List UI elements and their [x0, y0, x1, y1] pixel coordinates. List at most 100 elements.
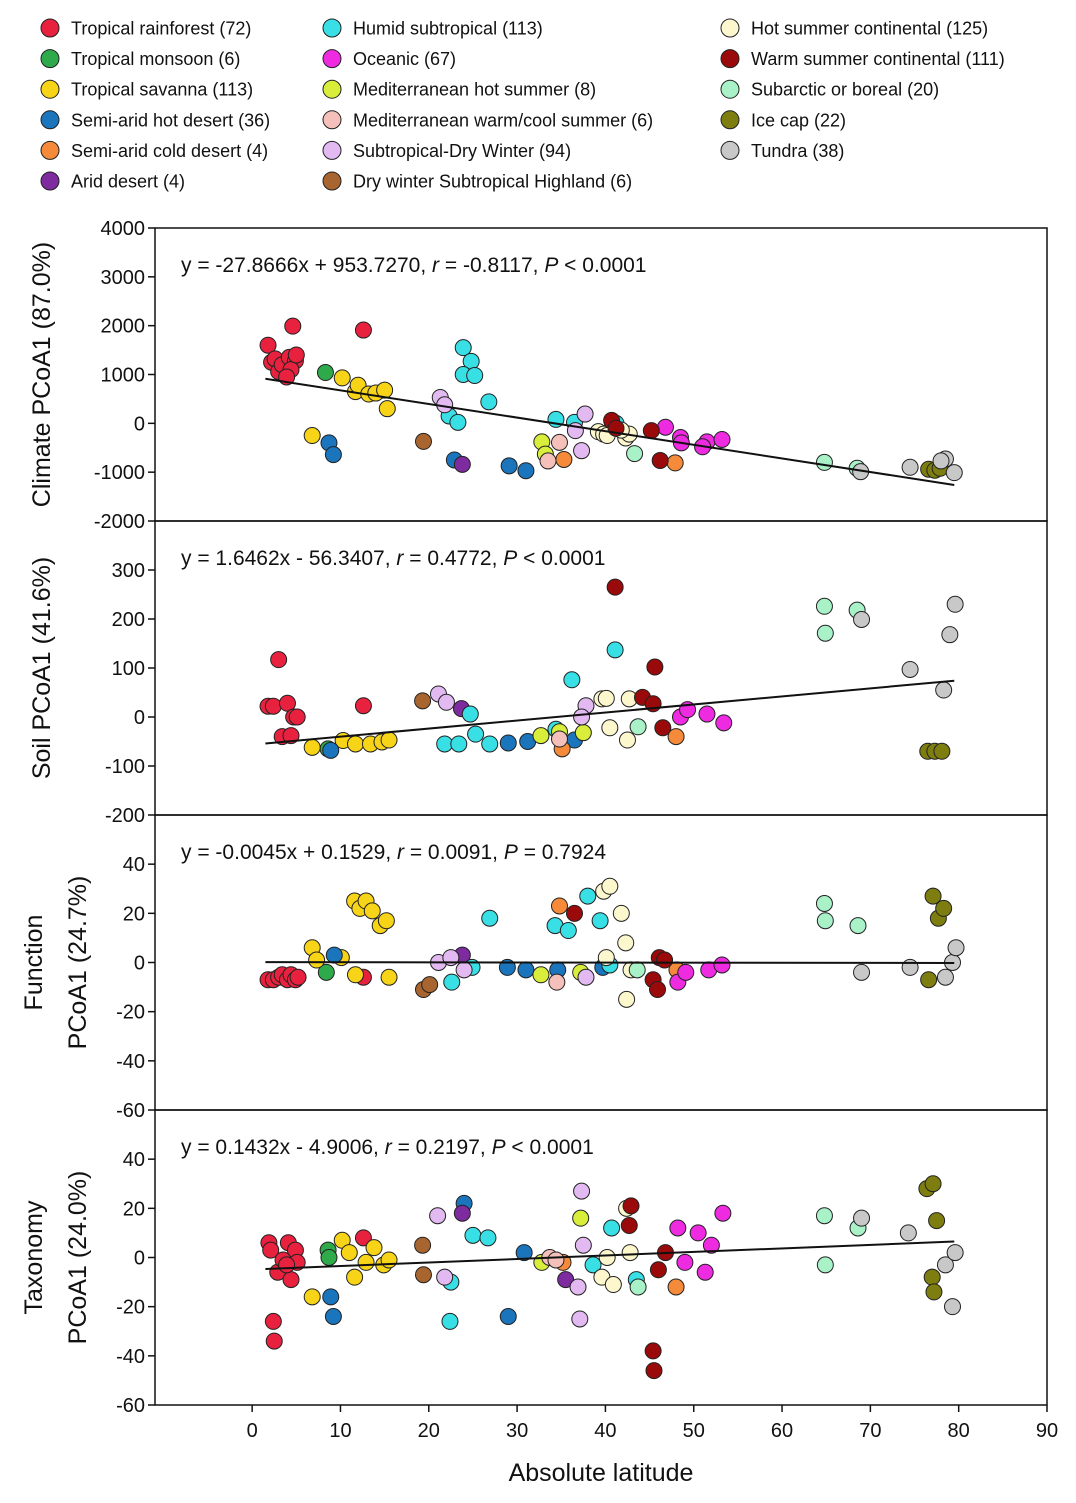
legend-item: Warm summer continental (111) [720, 49, 1005, 69]
y-tick-label: -2000 [94, 511, 145, 533]
x-axis-label: Absolute latitude [509, 1459, 694, 1487]
legend-label: Tropical savanna (113) [71, 80, 253, 100]
equation-part: = 0.4772, [403, 547, 503, 570]
legend-item: Tropical monsoon (6) [40, 49, 240, 69]
x-tick-label: 0 [247, 1420, 258, 1442]
legend-label: Tundra (38) [751, 141, 844, 161]
data-point [303, 427, 321, 445]
legend-item: Mediterranean hot summer (8) [322, 79, 596, 100]
data-point [946, 1244, 964, 1262]
x-tick-label: 60 [771, 1420, 793, 1442]
equation-part: = 0.0091, [404, 841, 504, 864]
equation-part: y = 1.6462x - 56.3407, [181, 547, 396, 570]
legend-label: Semi-arid hot desert (36) [71, 110, 270, 130]
data-point [573, 442, 591, 460]
data-point [932, 452, 950, 470]
data-point [563, 671, 581, 689]
data-point [713, 430, 731, 448]
data-point [644, 1342, 662, 1360]
data-point [479, 1229, 497, 1247]
legend-marker [40, 110, 60, 130]
equation-part: r [396, 547, 404, 570]
equation-part: r [385, 1136, 393, 1159]
y-tick-label: 40 [123, 1149, 145, 1171]
legend-marker [40, 171, 60, 191]
data-point [622, 1197, 640, 1215]
y-tick-label: -100 [105, 756, 145, 778]
data-point [656, 418, 674, 436]
legend-marker [322, 171, 342, 191]
y-tick-label: 4000 [101, 218, 146, 240]
data-point [441, 1312, 459, 1330]
data-point [380, 968, 398, 986]
data-point [443, 973, 461, 991]
data-point [467, 725, 485, 743]
y-tick-label: 0 [134, 1248, 145, 1270]
legend-label: Tropical rainforest (72) [71, 19, 251, 39]
data-point [282, 727, 300, 745]
data-point [947, 939, 965, 957]
legend-label: Mediterranean hot summer (8) [353, 80, 596, 100]
data-point [669, 1219, 687, 1237]
data-point [815, 453, 833, 471]
data-point [414, 1266, 432, 1284]
legend-item: Mediterranean warm/cool summer (6) [322, 110, 653, 130]
legend-label: Dry winter Subtropical Highland (6) [353, 172, 632, 192]
data-point [714, 1204, 732, 1222]
data-point [925, 1283, 943, 1301]
data-point [414, 1236, 432, 1254]
data-point [270, 651, 288, 669]
data-point [289, 968, 307, 986]
legend-label: Hot summer continental (125) [751, 19, 988, 39]
data-point [576, 405, 594, 423]
data-point [346, 966, 364, 984]
data-point [450, 735, 468, 753]
data-point [676, 1253, 694, 1271]
data-point [646, 658, 664, 676]
data-point [480, 393, 498, 411]
data-point [363, 902, 381, 920]
y-tick-label: 20 [123, 1198, 145, 1220]
data-point [287, 346, 305, 364]
y-tick-label: -20 [116, 1297, 145, 1319]
data-point [354, 321, 372, 339]
data-point [464, 1226, 482, 1244]
data-point [715, 714, 733, 732]
y-tick-label: -1000 [94, 462, 145, 484]
data-point [621, 1244, 639, 1262]
data-point [853, 1209, 871, 1227]
legend-item: Ice cap (22) [720, 110, 846, 130]
data-point [264, 697, 282, 715]
legend-item: Dry winter Subtropical Highland (6) [322, 171, 632, 192]
data-point [626, 445, 644, 463]
regression-equation: y = 1.6462x - 56.3407, r = 0.4772, P < 0… [181, 547, 605, 570]
legend-item: Hot summer continental (125) [720, 18, 988, 39]
panel-1: -2000 -1000 0 1000 2000 3000 4000 Climate PCoA1… [28, 218, 1048, 533]
x-tick-label: 30 [506, 1420, 528, 1442]
x-tick-label: 20 [418, 1420, 440, 1442]
data-point [849, 917, 867, 935]
data-point [566, 904, 584, 922]
legend-item: Arid desert (4) [40, 171, 185, 192]
data-point [354, 697, 372, 715]
y-tick-label: -20 [116, 1002, 145, 1024]
data-point [259, 336, 277, 354]
data-point [436, 735, 454, 753]
regression-equation: y = -0.0045x + 0.1529, r = 0.0091, P = 0… [181, 841, 606, 864]
equation-part: P [544, 254, 558, 277]
y-axis-label: PCoA1 (24.0%) [64, 1171, 92, 1345]
data-point [815, 895, 833, 912]
data-point [532, 966, 550, 984]
data-point [436, 1268, 454, 1286]
data-point [320, 1249, 338, 1266]
legend-marker [720, 18, 740, 38]
data-point [517, 462, 535, 480]
legend-marker [720, 49, 740, 69]
y-tick-label: 3000 [101, 267, 146, 289]
data-point [853, 610, 871, 628]
data-point [617, 934, 635, 952]
y-tick-label: -200 [105, 805, 145, 827]
data-points [259, 578, 964, 760]
regression-line [265, 961, 955, 965]
data-point [618, 731, 636, 749]
